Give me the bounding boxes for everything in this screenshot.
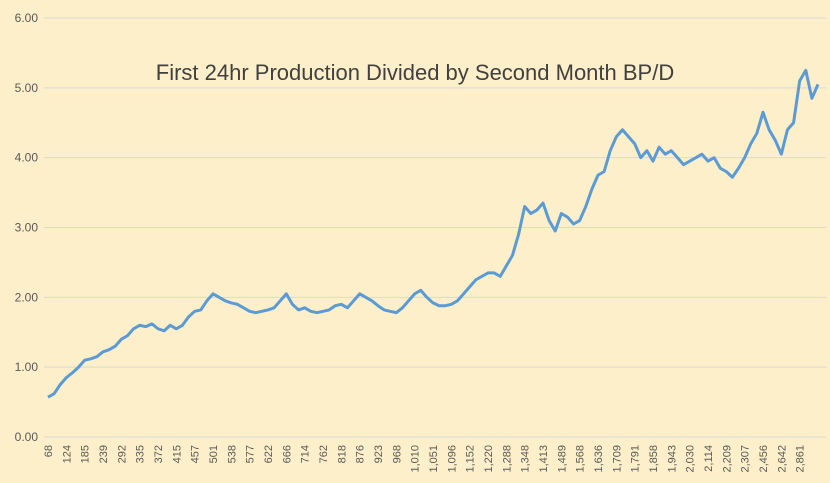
y-tick-label: 4.00 [15,151,39,165]
x-tick-label: 2,030 [685,445,697,473]
x-tick-label: 923 [373,445,385,463]
x-tick-label: 68 [43,445,55,457]
x-tick-label: 124 [61,445,73,463]
x-tick-label: 2,209 [721,445,733,473]
x-tick-label: 2,861 [795,445,807,473]
x-tick-label: 501 [208,445,220,463]
x-tick-label: 1,858 [648,445,660,473]
x-tick-label: 2,114 [703,445,715,472]
x-tick-label: 876 [355,445,367,463]
x-tick-label: 1,636 [593,445,605,473]
x-tick-label: 2,642 [776,445,788,473]
y-tick-label: 6.00 [15,11,39,25]
x-tick-label: 714 [300,445,312,463]
y-tick-label: 3.00 [15,221,39,235]
x-tick-label: 1,348 [520,445,532,473]
x-tick-label: 1,220 [483,445,495,473]
y-tick-label: 2.00 [15,290,39,304]
x-tick-label: 1,051 [428,445,440,473]
x-tick-label: 666 [281,445,293,463]
x-tick-label: 372 [153,445,165,463]
x-tick-label: 1,288 [501,445,513,473]
x-tick-label: 185 [80,445,92,463]
x-tick-label: 1,568 [575,445,587,473]
x-tick-label: 818 [336,445,348,463]
x-tick-label: 1,489 [556,445,568,473]
x-tick-label: 1,152 [465,445,477,473]
x-tick-label: 415 [171,445,183,463]
y-tick-label: 5.00 [15,81,39,95]
x-tick-label: 1,010 [410,445,422,473]
y-tick-label: 1.00 [15,360,39,374]
x-tick-label: 239 [98,445,110,463]
x-tick-label: 292 [116,445,128,463]
y-tick-label: 0.00 [15,430,39,444]
chart-title: First 24hr Production Divided by Second … [156,60,674,85]
x-tick-label: 622 [263,445,275,463]
x-tick-label: 1,413 [538,445,550,473]
x-tick-label: 1,709 [611,445,623,473]
x-tick-label: 762 [318,445,330,463]
x-tick-label: 577 [245,445,257,463]
x-tick-label: 538 [226,445,238,463]
data-line [47,68,820,399]
x-tick-label: 2,307 [740,445,752,473]
x-tick-label: 2,456 [758,445,770,473]
x-tick-label: 1,096 [446,445,458,473]
x-tick-label: 1,791 [630,445,642,473]
x-tick-label: 1,943 [666,445,678,473]
x-tick-label: 457 [190,445,202,463]
x-tick-label: 335 [135,445,147,463]
x-tick-label: 968 [391,445,403,463]
